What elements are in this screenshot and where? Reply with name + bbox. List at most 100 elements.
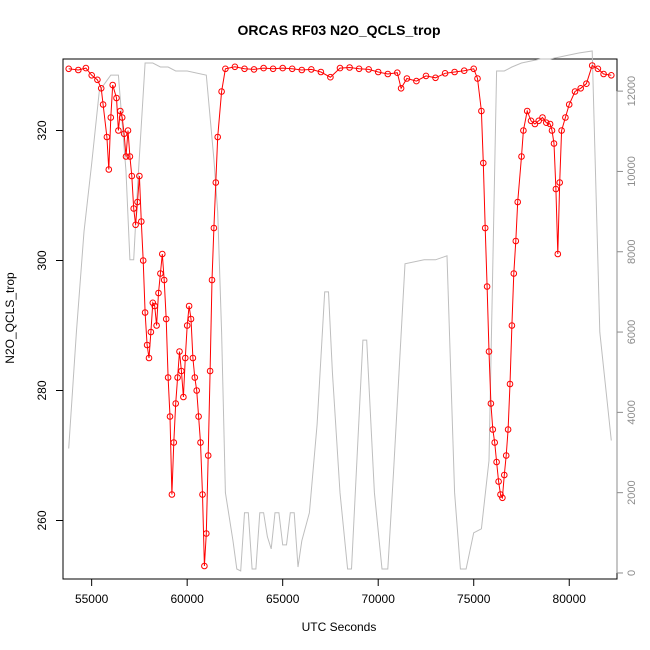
n2o-point [88,72,95,79]
n2o-point [279,64,287,72]
n2o-point [403,75,411,82]
plot-frame [62,58,618,580]
n2o-point [187,315,195,323]
x-tick-label: 75000 [457,592,491,606]
n2o-point [113,94,120,102]
n2o-point [374,68,382,76]
n2o-point [201,562,208,570]
n2o-point [260,64,267,72]
n2o-point [394,69,401,76]
n2o-point [552,185,560,193]
n2o-point [470,65,478,73]
x-tick-label: 80000 [553,592,587,606]
n2o-point [600,70,607,78]
n2o-point [103,133,111,141]
n2o-point [497,491,504,498]
n2o-point [556,179,564,186]
n2o-point [523,107,531,115]
n2o-point [143,341,151,349]
n2o-point [197,439,204,446]
n2o-point [583,80,590,87]
n2o-point [231,63,239,71]
n2o-point [149,299,157,307]
n2o-point [550,140,558,147]
y-axis-label: N2O_QCLS_trop [3,272,17,364]
n2o-point [474,75,481,82]
n2o-point [193,387,200,394]
n2o-point [65,65,72,73]
n2o-point [413,77,420,85]
n2o-point [546,120,554,128]
altitude-line [68,50,612,572]
n2o-point [577,85,585,92]
n2o-point [588,62,596,69]
n2o-point [269,65,277,73]
n2o-point [141,309,149,316]
n2o-point [562,114,569,121]
y-tick-label: 260 [35,510,49,530]
n2o-point [182,354,189,362]
right-y-tick-label: 2000 [626,480,638,504]
n2o-point [124,127,132,134]
n2o-line-series [68,64,612,567]
n2o-point [218,88,225,95]
n2o-point [441,70,449,77]
y-tick-label: 280 [35,380,49,400]
n2o-point [327,73,334,81]
n2o-point [212,179,220,186]
right-y-axis: 0 2000 4000 6000 8000 10000 12000 [616,76,638,576]
n2o-point [527,117,535,125]
n2o-point [199,491,206,498]
n2o-point [139,257,147,264]
n2o-point [118,114,126,121]
n2o-point [502,452,510,459]
y-tick-label: 320 [35,120,49,140]
right-y-tick-label: 12000 [626,76,638,107]
n2o-point [539,114,546,121]
n2o-point [172,400,179,407]
n2o-point [317,68,325,76]
x-axis: 55000 60000 65000 70000 75000 80000 [75,578,587,606]
y-axis: 260 280 300 320 [35,120,64,531]
n2o-point [565,101,573,108]
n2o-point [134,198,141,206]
n2o-point [162,315,170,323]
n2o-point [504,426,512,433]
n2o-point [365,66,373,73]
n2o-point [107,114,115,121]
x-axis-label: UTC Seconds [302,620,377,634]
n2o-point [495,478,502,485]
n2o-point [478,107,485,115]
n2o-point [520,127,527,134]
n2o-point [499,494,506,502]
n2o-point [594,65,602,73]
n2o-point [491,439,499,446]
n2o-point [336,64,344,72]
n2o-point [120,130,128,138]
n2o-point [346,64,353,71]
n2o-point [105,166,113,173]
n2o-point [558,127,565,134]
n2o-point [185,302,193,310]
n2o-point [166,413,174,420]
n2o-point [422,72,430,80]
n2o-point [451,68,458,76]
n2o-point [132,221,139,229]
right-y-tick-label: 4000 [626,400,638,424]
n2o-point [128,172,136,180]
n2o-point [159,250,166,258]
n2o-point [178,367,185,375]
n2o-point [487,400,495,407]
n2o-point [384,70,392,78]
n2o-point [518,153,525,160]
n2o-point [155,289,162,297]
x-tick-label: 65000 [266,592,300,606]
n2o-point [535,117,543,125]
n2o-point [489,426,497,433]
n2o-point [288,65,296,73]
n2o-point [117,107,124,115]
n2o-point [571,88,579,95]
n2o-point [493,458,500,466]
n2o-point [222,65,229,73]
chart-title: ORCAS RF03 N2O_QCLS_trop [237,22,440,38]
